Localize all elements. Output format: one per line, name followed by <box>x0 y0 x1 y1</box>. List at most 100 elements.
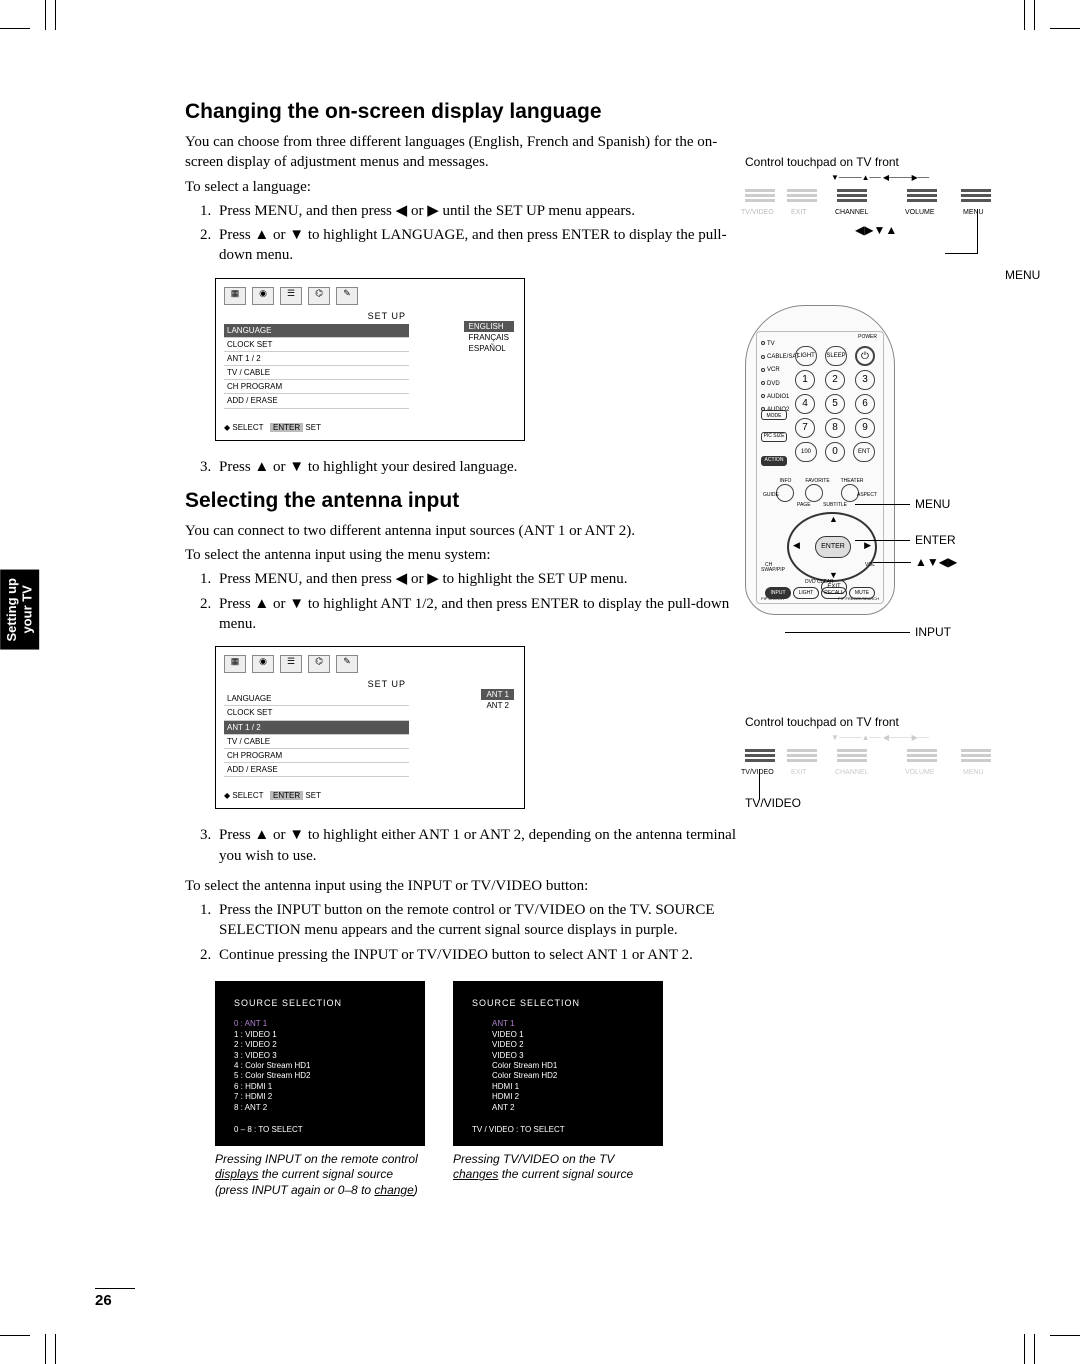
menu-option: ESPAÑOL <box>464 343 514 354</box>
num-button: 2 <box>825 370 845 390</box>
menu-button <box>961 189 991 207</box>
info-button <box>776 484 794 502</box>
heading-antenna: Selecting the antenna input <box>185 489 740 513</box>
favorite-button <box>805 484 823 502</box>
source-item: Color Stream HD1 <box>492 1061 644 1071</box>
source-item: Color Stream HD2 <box>492 1071 644 1081</box>
touchpad-diagram-1: ▼────▲── ◀────▶── TV/VIDEO EXIT CHANNEL … <box>745 175 995 245</box>
caption-1: Pressing INPUT on the remote control dis… <box>215 1152 425 1199</box>
source-item: ANT 2 <box>492 1103 644 1113</box>
menu-screenshot-antenna: ▦ ◉ ☰ ⌬ ✎ SET UP LANGUAGE CLOCK SET ANT … <box>215 646 525 809</box>
source-item: HDMI 1 <box>492 1082 644 1092</box>
intro-1: You can choose from three different lang… <box>185 132 740 173</box>
enter-badge: ENTER <box>270 423 303 432</box>
menu-item: CLOCK SET <box>224 338 409 352</box>
num-button: 4 <box>795 394 815 414</box>
tp-lbl: VOLUME <box>905 209 935 216</box>
down-arrow-icon: ▼ <box>289 595 304 612</box>
menu-item: TV / CABLE <box>224 735 409 749</box>
menu-tab-icons: ▦ ◉ ☰ ⌬ ✎ <box>224 655 516 673</box>
down-arrow-icon: ▼ <box>289 226 304 243</box>
remote-numpad: LIGHTSLEEP⏻ 123 456 789 1000ENT <box>795 346 875 466</box>
menu-footer: ◆ SELECT ENTER SET <box>224 423 516 432</box>
ent-button: ENT <box>853 442 875 462</box>
tvvideo-button <box>745 749 775 767</box>
remote-dpad: ▲ ▼ ◀ ▶ ENTER EXIT <box>787 512 877 582</box>
source-item: ANT 1 <box>492 1019 644 1029</box>
menu-option: ANT 1 <box>481 689 514 700</box>
steps-1b: Press ▲ or ▼ to highlight your desired l… <box>215 457 740 477</box>
callout-line <box>759 769 760 799</box>
side-tab: Setting up your TV <box>0 570 39 650</box>
menu-tab-icon: ⌬ <box>308 655 330 673</box>
tp-lbl: MENU <box>963 769 984 776</box>
remote-diagram: TV CABLE/SAT VCR DVD AUDIO1 AUDIO2 MODE … <box>745 305 895 615</box>
caption-2: Pressing TV/VIDEO on the TV changes the … <box>453 1152 663 1199</box>
heading-language: Changing the on-screen display language <box>185 100 740 124</box>
source-list: 0 : ANT 1 1 : VIDEO 1 2 : VIDEO 2 3 : VI… <box>234 1019 406 1113</box>
menu-tab-icon: ☰ <box>280 655 302 673</box>
source-item: 0 : ANT 1 <box>234 1019 406 1029</box>
menu-tab-icon: ◉ <box>252 287 274 305</box>
lead-3: To select the antenna input using the IN… <box>185 876 740 896</box>
num-button: 6 <box>855 394 875 414</box>
menu-title: SET UP <box>224 679 406 689</box>
down-arrow-icon: ▼ <box>289 826 304 843</box>
source-item: 4 : Color Stream HD1 <box>234 1061 406 1071</box>
callout-line <box>945 253 978 254</box>
steps-1: Press MENU, and then press ◀ or ▶ until … <box>215 201 740 266</box>
swap-label: SWAP/PIP <box>761 567 785 573</box>
tp-lbl: VOLUME <box>905 769 935 776</box>
menu-item: LANGUAGE <box>224 324 409 338</box>
up-arrow-icon: ▲ <box>254 226 269 243</box>
up-arrow-icon: ▲ <box>254 595 269 612</box>
left-arrow-icon: ◀ <box>793 540 800 551</box>
source-footer: TV / VIDEO : TO SELECT <box>472 1125 644 1135</box>
source-item: VIDEO 3 <box>492 1051 644 1061</box>
hundred-button: 100 <box>795 442 817 462</box>
page-number: 26 <box>95 1288 135 1309</box>
menu-callout: MENU <box>1005 268 1040 282</box>
remote-fn-row: INFO FAVORITE THEATER <box>771 478 869 502</box>
page: Setting up your TV Changing the on-scree… <box>95 100 995 1199</box>
volume-button <box>907 189 937 207</box>
num-button: 7 <box>795 418 815 438</box>
step-1-2: Press ▲ or ▼ to highlight LANGUAGE, and … <box>215 225 740 266</box>
steps-2: Press MENU, and then press ◀ or ▶ to hig… <box>215 569 740 634</box>
menu-option: ENGLISH <box>464 321 514 332</box>
tp-lbl: TV/VIDEO <box>741 209 774 216</box>
subtitle-label: SUBTITLE <box>823 502 847 508</box>
tvvideo-button <box>745 189 775 207</box>
step-2-2: Press ▲ or ▼ to highlight ANT 1/2, and t… <box>215 594 740 635</box>
volume-button <box>907 749 937 767</box>
source-item: 5 : Color Stream HD2 <box>234 1071 406 1081</box>
menu-tab-icon: ✎ <box>336 287 358 305</box>
source-item: 8 : ANT 2 <box>234 1103 406 1113</box>
side-column: Control touchpad on TV front ▼────▲── ◀─… <box>745 100 995 816</box>
menu-tab-icon: ▦ <box>224 287 246 305</box>
menu-popup: ENGLISH FRANÇAIS ESPAÑOL <box>464 321 514 354</box>
callout-menu: MENU <box>915 497 950 511</box>
touchpad-label-2: Control touchpad on TV front <box>745 715 995 729</box>
menu-option: FRANÇAIS <box>464 332 514 343</box>
menu-tab-icons: ▦ ◉ ☰ ⌬ ✎ <box>224 287 516 305</box>
menu-item: LANGUAGE <box>224 692 409 706</box>
menu-tab-icon: ⌬ <box>308 287 330 305</box>
enter-button: ENTER <box>815 536 851 558</box>
step-3-1: Press the INPUT button on the remote con… <box>215 900 740 941</box>
tp-lbl: MENU <box>963 209 984 216</box>
dvdclear-label: DVD CLEAR <box>805 579 834 585</box>
remote-bottom-row: INPUT LIGHT RECALL MUTE <box>765 587 875 599</box>
tp-lbl: TV/VIDEO <box>741 769 774 776</box>
step-2-3: Press ▲ or ▼ to highlight either ANT 1 o… <box>215 825 740 866</box>
lead-1: To select a language: <box>185 177 740 197</box>
channel-button <box>837 749 867 767</box>
step-2-1: Press MENU, and then press ◀ or ▶ to hig… <box>215 569 740 589</box>
step-1-1: Press MENU, and then press ◀ or ▶ until … <box>215 201 740 221</box>
source-item: 6 : HDMI 1 <box>234 1082 406 1092</box>
light-button: LIGHT <box>793 587 819 599</box>
callout-line <box>977 209 978 253</box>
touchpad-diagram-2: ▼────▲── ◀────▶── TV/VIDEO EXIT CHANNEL … <box>745 735 995 790</box>
captions: Pressing INPUT on the remote control dis… <box>215 1152 740 1199</box>
num-button: 9 <box>855 418 875 438</box>
